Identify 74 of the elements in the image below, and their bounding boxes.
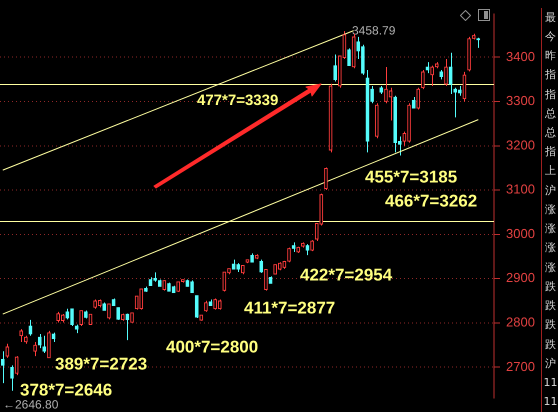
candlestick bbox=[204, 300, 208, 312]
candlestick bbox=[52, 332, 56, 342]
text: 11 bbox=[544, 376, 558, 390]
candlestick bbox=[19, 328, 24, 342]
y-tick-label: 2700 bbox=[506, 358, 535, 374]
candlestick bbox=[130, 312, 134, 323]
candlestick bbox=[14, 356, 18, 376]
candlestick bbox=[222, 271, 226, 292]
text: 指 bbox=[545, 145, 556, 158]
text: 跌 bbox=[545, 338, 556, 351]
annotation: 389*7=2723 bbox=[55, 354, 148, 374]
annotation: 477*7=3339 bbox=[197, 92, 278, 110]
candlestick bbox=[10, 364, 14, 392]
text: 11 bbox=[544, 395, 558, 408]
text: 上 bbox=[545, 164, 556, 178]
y-tick-label: 3100 bbox=[506, 182, 535, 197]
candlestick bbox=[440, 70, 444, 80]
annotation: ←2646.80 bbox=[3, 397, 59, 412]
text: 指 bbox=[545, 68, 556, 82]
candlestick bbox=[107, 303, 111, 320]
y-tick-label: 3200 bbox=[506, 137, 535, 152]
candlestick bbox=[462, 71, 466, 102]
text: 今 bbox=[545, 30, 556, 43]
text: 沪 bbox=[545, 184, 556, 197]
candlestick bbox=[310, 240, 314, 252]
text: 最 bbox=[545, 10, 556, 24]
text: 总 bbox=[545, 106, 556, 120]
y-tick-label: 2900 bbox=[506, 270, 535, 286]
candlestick bbox=[384, 66, 388, 104]
text: 沪 bbox=[545, 356, 556, 370]
candlestick bbox=[70, 308, 74, 327]
annotation: 411*7=2877 bbox=[244, 298, 336, 318]
text: 总 bbox=[545, 126, 556, 140]
y-tick-label: 2800 bbox=[506, 314, 535, 330]
candlestick bbox=[444, 58, 448, 86]
text: 涨 bbox=[545, 222, 556, 236]
candlestick bbox=[79, 310, 84, 327]
annotation: 455*7=3185 bbox=[365, 168, 458, 187]
text: 涨 bbox=[545, 241, 556, 254]
text: 跌 bbox=[545, 280, 556, 293]
text: 跌 bbox=[545, 299, 556, 312]
candlestick bbox=[47, 330, 51, 358]
candlestick bbox=[306, 244, 310, 256]
candlestick bbox=[324, 166, 328, 191]
text: 指 bbox=[545, 88, 556, 101]
annotation: 466*7=3262 bbox=[385, 192, 478, 211]
text: 昨 bbox=[545, 49, 556, 62]
candlestick bbox=[264, 268, 268, 292]
candlestick bbox=[194, 294, 199, 319]
candlestick bbox=[347, 48, 351, 66]
candlestick bbox=[126, 313, 130, 341]
annotation: 422*7=2954 bbox=[300, 266, 393, 285]
annotation: 378*7=2646 bbox=[20, 380, 112, 400]
candlestick bbox=[88, 314, 92, 326]
candlestick bbox=[139, 288, 144, 310]
candlestick bbox=[426, 62, 430, 74]
text: 涨 bbox=[545, 260, 556, 274]
candlestick bbox=[190, 280, 194, 294]
annotation: 3458.79 bbox=[352, 23, 396, 38]
candlestick bbox=[0, 350, 5, 384]
candlestick bbox=[116, 306, 120, 320]
candlestick bbox=[28, 319, 32, 336]
y-tick-label: 3000 bbox=[506, 226, 535, 241]
y-tick-label: 3300 bbox=[506, 93, 535, 108]
candlestick bbox=[259, 259, 264, 274]
candlestick bbox=[33, 341, 37, 357]
y-tick-label: 3400 bbox=[506, 48, 535, 64]
text: 涨 bbox=[545, 202, 556, 216]
candlestick bbox=[421, 70, 425, 90]
candlestick bbox=[388, 87, 392, 122]
candlestick bbox=[6, 343, 10, 358]
text: 跌 bbox=[545, 318, 556, 332]
annotation: 400*7=2800 bbox=[166, 338, 258, 357]
candlestick bbox=[292, 242, 296, 253]
